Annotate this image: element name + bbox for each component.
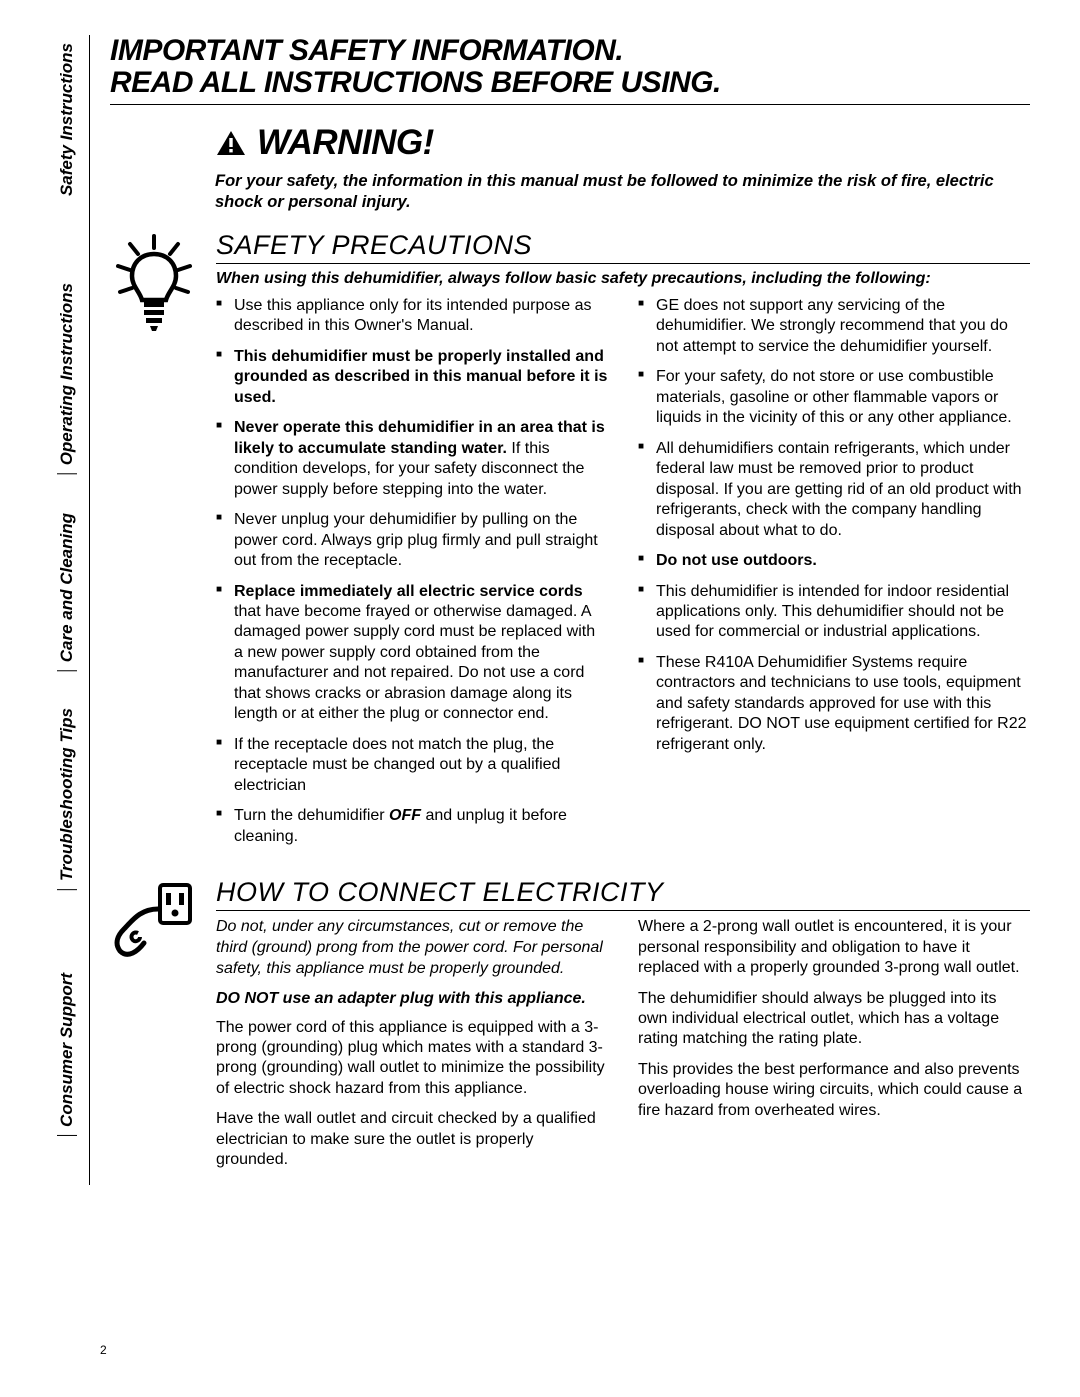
list-item: This dehumidifier is intended for indoor… (638, 582, 1030, 643)
elec-left-p1: The power cord of this appliance is equi… (216, 1018, 608, 1100)
list-item: Do not use outdoors. (638, 551, 1030, 571)
elec-intro: Do not, under any circumstances, cut or … (216, 917, 608, 979)
warning-subtext: For your safety, the information in this… (215, 171, 1030, 214)
list-item: Replace immediately all electric service… (216, 582, 608, 725)
list-item: Never unplug your dehumidifier by pullin… (216, 510, 608, 571)
elec-left-p2: Have the wall outlet and circuit checked… (216, 1109, 608, 1170)
list-item: Use this appliance only for its intended… (216, 296, 608, 337)
page-content: IMPORTANT SAFETY INFORMATION. READ ALL I… (110, 35, 1030, 1181)
plug-icon (110, 877, 198, 1181)
safety-precautions-section: SAFETY PRECAUTIONS When using this dehum… (110, 230, 1030, 857)
elec-right-p3: This provides the best performance and a… (638, 1060, 1030, 1121)
list-item: These R410A Dehumidifier Systems require… (638, 653, 1030, 755)
electricity-section: HOW TO CONNECT ELECTRICITY Do not, under… (110, 877, 1030, 1181)
list-item: If the receptacle does not match the plu… (216, 735, 608, 796)
list-item: For your safety, do not store or use com… (638, 367, 1030, 428)
header-line1: IMPORTANT SAFETY INFORMATION. (110, 35, 1030, 67)
warning-heading: WARNING! (257, 123, 434, 163)
list-item: GE does not support any servicing of the… (638, 296, 1030, 357)
page-number: 2 (100, 1343, 107, 1357)
list-item: Turn the dehumidifier OFF and unplug it … (216, 806, 608, 847)
elec-donot: DO NOT use an adapter plug with this app… (216, 990, 608, 1008)
elec-right-p1: Where a 2-prong wall outlet is encounter… (638, 917, 1030, 978)
page-title: IMPORTANT SAFETY INFORMATION. READ ALL I… (110, 35, 1030, 105)
tab-operating-instructions: Operating Instructions (57, 275, 77, 474)
safety-list-right: GE does not support any servicing of the… (638, 296, 1030, 755)
tab-troubleshooting: Troubleshooting Tips (57, 700, 77, 890)
warning-triangle-icon (215, 129, 247, 157)
tab-care-cleaning: Care and Cleaning (57, 505, 77, 671)
safety-title: SAFETY PRECAUTIONS (216, 230, 1030, 264)
header-line2: READ ALL INSTRUCTIONS BEFORE USING. (110, 67, 1030, 99)
electricity-title: HOW TO CONNECT ELECTRICITY (216, 877, 1030, 911)
sidebar-tabs: Safety Instructions Operating Instructio… (55, 35, 90, 1185)
lightbulb-icon (110, 230, 198, 857)
tab-safety-instructions: Safety Instructions (57, 35, 77, 204)
elec-right-p2: The dehumidifier should always be plugge… (638, 989, 1030, 1050)
warning-block: WARNING! For your safety, the informatio… (215, 123, 1030, 214)
safety-intro: When using this dehumidifier, always fol… (216, 270, 1030, 288)
list-item: This dehumidifier must be properly insta… (216, 347, 608, 408)
safety-list-left: Use this appliance only for its intended… (216, 296, 608, 847)
tab-consumer-support: Consumer Support (57, 965, 77, 1136)
list-item: All dehumidifiers contain refrigerants, … (638, 439, 1030, 541)
list-item: Never operate this dehumidifier in an ar… (216, 418, 608, 500)
